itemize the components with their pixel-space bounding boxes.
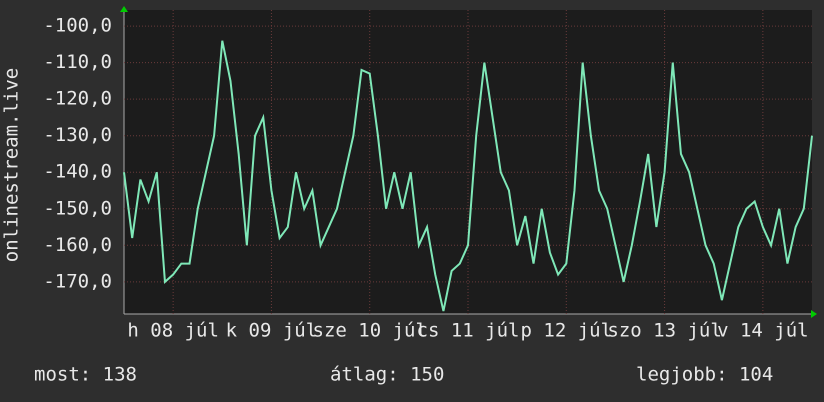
footer-stat: most: 138 [34, 364, 137, 386]
y-tick-label: -120,0 [43, 88, 112, 110]
footer-stat: átlag: 150 [330, 364, 444, 386]
axis-arrow [120, 6, 128, 12]
axis-arrow [811, 310, 817, 318]
x-tick-label: p 12 júl [521, 320, 613, 342]
x-tick-label: v 14 júl [717, 320, 809, 342]
y-tick-label: -170,0 [43, 270, 112, 292]
x-tick-label: cs 11 júl [417, 320, 520, 342]
y-tick-label: -140,0 [43, 161, 112, 183]
y-tick-label: -110,0 [43, 51, 112, 73]
y-tick-label: -160,0 [43, 234, 112, 256]
x-tick-label: k 09 júl [226, 320, 318, 342]
line [123, 40, 813, 312]
y-tick-label: -130,0 [43, 124, 112, 146]
y-tick-label: -150,0 [43, 197, 112, 219]
footer-stat: legjobb: 104 [636, 364, 773, 386]
x-tick-label: szo 13 júl [607, 320, 721, 342]
y-axis-label: onlinestream.live [1, 68, 23, 262]
x-tick-label: sze 10 júl [313, 320, 427, 342]
y-tick-label: -100,0 [43, 15, 112, 37]
x-tick-label: h 08 júl [127, 320, 219, 342]
